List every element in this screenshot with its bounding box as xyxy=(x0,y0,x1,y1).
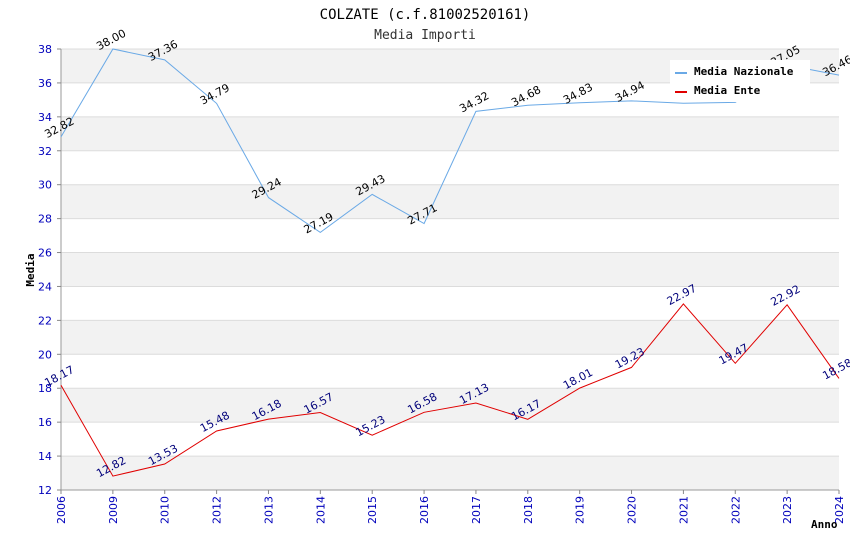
y-tick-label: 12 xyxy=(38,484,52,497)
legend-label-nazionale: Media Nazionale xyxy=(694,65,794,78)
legend-box xyxy=(670,60,810,102)
grid-band xyxy=(61,388,839,423)
y-tick-label: 34 xyxy=(38,111,52,124)
x-tick-label: 2013 xyxy=(262,496,275,524)
grid-band xyxy=(61,456,839,490)
y-tick-label: 28 xyxy=(38,213,52,226)
x-tick-label: 2019 xyxy=(574,496,587,524)
axes xyxy=(60,49,839,491)
x-axis-ticks: 2006 2009 2010 2012 2013 2014 2015 2016 2017 2018… xyxy=(55,490,846,524)
y-tick-label: 32 xyxy=(38,145,52,158)
x-tick-label: 2022 xyxy=(729,496,742,524)
y-tick-label: 38 xyxy=(38,43,52,56)
x-tick-label: 2010 xyxy=(159,496,172,524)
grid-band xyxy=(61,184,839,219)
data-label-nazionale: 34.32 xyxy=(457,89,491,115)
x-tick-label: 2012 xyxy=(211,496,224,524)
x-tick-label: 2016 xyxy=(418,496,431,524)
x-tick-label: 2014 xyxy=(314,496,327,524)
x-tick-label: 2017 xyxy=(470,496,483,524)
x-tick-label: 2018 xyxy=(522,496,535,524)
y-tick-label: 30 xyxy=(38,179,52,192)
legend: Media Nazionale Media Ente xyxy=(670,60,810,102)
legend-label-ente: Media Ente xyxy=(694,84,761,97)
chart-subtitle: Media Importi xyxy=(374,28,476,43)
y-tick-label: 20 xyxy=(38,348,52,361)
y-axis-ticks: 12 14 16 18 20 22 24 26 28 30 32 34 36 38 xyxy=(38,43,61,497)
gridlines xyxy=(61,48,839,491)
grid-band xyxy=(61,116,839,151)
y-tick-label: 36 xyxy=(38,77,52,90)
grid-band xyxy=(61,320,839,355)
chart-title: COLZATE (c.f.81002520161) xyxy=(320,7,531,23)
series-line-nazionale xyxy=(60,48,840,234)
x-tick-label: 2021 xyxy=(677,496,690,524)
y-tick-label: 18 xyxy=(38,382,52,395)
x-tick-label: 2009 xyxy=(107,496,120,524)
series-line-ente xyxy=(60,303,840,477)
x-tick-label: 2006 xyxy=(55,496,68,524)
x-tick-label: 2023 xyxy=(781,496,794,524)
grid-band xyxy=(61,252,839,287)
y-tick-label: 26 xyxy=(38,247,52,260)
x-tick-label: 2015 xyxy=(366,496,379,524)
data-label-nazionale: 34.79 xyxy=(198,81,232,107)
data-label-ente: 18.58 xyxy=(820,356,850,382)
y-axis-label: Media xyxy=(24,253,37,286)
data-label-ente: 18.17 xyxy=(42,363,76,389)
x-tick-label: 2024 xyxy=(833,496,846,524)
series-lines xyxy=(60,48,840,477)
y-tick-label: 24 xyxy=(38,280,52,293)
grid-bands xyxy=(61,49,839,490)
x-tick-label: 2020 xyxy=(626,496,639,524)
x-axis-label: Anno xyxy=(811,518,838,531)
y-tick-label: 22 xyxy=(38,314,52,327)
y-tick-label: 16 xyxy=(38,416,52,429)
y-tick-label: 14 xyxy=(38,450,52,463)
